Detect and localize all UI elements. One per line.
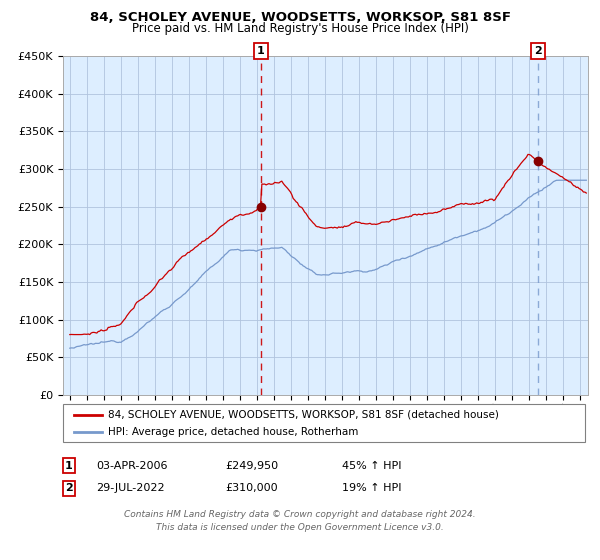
Text: 03-APR-2006: 03-APR-2006 [96, 461, 167, 471]
Text: 84, SCHOLEY AVENUE, WOODSETTS, WORKSOP, S81 8SF: 84, SCHOLEY AVENUE, WOODSETTS, WORKSOP, … [89, 11, 511, 24]
Text: 19% ↑ HPI: 19% ↑ HPI [342, 483, 401, 493]
Text: This data is licensed under the Open Government Licence v3.0.: This data is licensed under the Open Gov… [156, 523, 444, 532]
Text: 1: 1 [65, 461, 73, 471]
Text: Contains HM Land Registry data © Crown copyright and database right 2024.: Contains HM Land Registry data © Crown c… [124, 510, 476, 519]
Text: 1: 1 [257, 46, 265, 56]
Text: 2: 2 [535, 46, 542, 56]
Text: £249,950: £249,950 [225, 461, 278, 471]
Text: £310,000: £310,000 [225, 483, 278, 493]
Text: 2: 2 [65, 483, 73, 493]
Text: HPI: Average price, detached house, Rotherham: HPI: Average price, detached house, Roth… [108, 427, 358, 437]
Text: 45% ↑ HPI: 45% ↑ HPI [342, 461, 401, 471]
Text: Price paid vs. HM Land Registry's House Price Index (HPI): Price paid vs. HM Land Registry's House … [131, 22, 469, 35]
Text: 29-JUL-2022: 29-JUL-2022 [96, 483, 164, 493]
Text: 84, SCHOLEY AVENUE, WOODSETTS, WORKSOP, S81 8SF (detached house): 84, SCHOLEY AVENUE, WOODSETTS, WORKSOP, … [108, 410, 499, 420]
